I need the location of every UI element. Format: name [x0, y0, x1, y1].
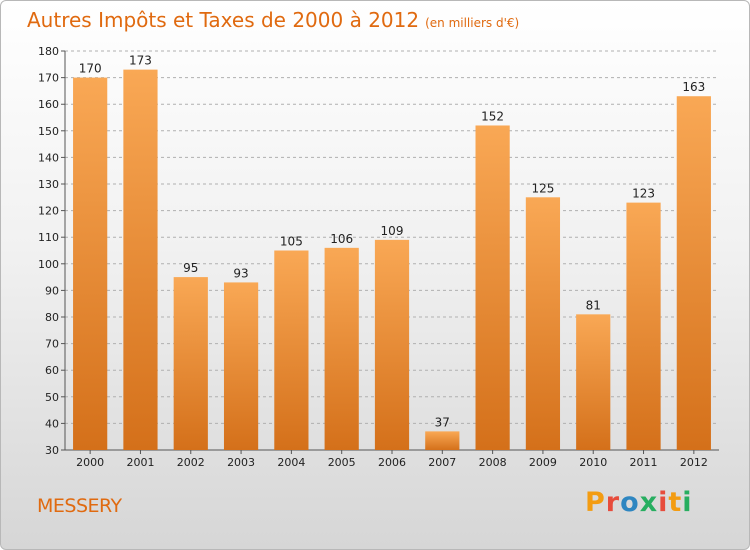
bar-2006: [374, 239, 410, 450]
data-label: 81: [586, 298, 601, 312]
y-tick-label: 70: [45, 338, 59, 351]
bar-2000: [73, 77, 108, 450]
data-label: 95: [183, 261, 198, 275]
bar-2011: [626, 202, 661, 450]
chart-title: Autres Impôts et Taxes de 2000 à 2012: [27, 8, 420, 32]
data-label: 163: [682, 80, 705, 94]
bar-2005: [324, 247, 359, 450]
data-label: 173: [129, 54, 152, 68]
y-tick-label: 80: [45, 311, 59, 324]
bar-2008: [475, 125, 510, 450]
data-label: 105: [280, 235, 303, 249]
data-label: 106: [330, 232, 353, 246]
logo-letter: r: [605, 487, 621, 518]
proxiti-logo: Proxiti: [585, 487, 693, 518]
y-tick-label: 140: [38, 151, 59, 164]
data-label: 152: [481, 109, 504, 123]
y-tick-label: 130: [38, 178, 59, 191]
bar-2004: [274, 250, 309, 450]
logo-letter: x: [639, 487, 659, 518]
bar-2007: [425, 431, 460, 450]
logo-letter: P: [585, 487, 606, 518]
x-tick-label: 2012: [680, 456, 708, 469]
y-tick-label: 60: [45, 364, 59, 377]
data-label: 37: [435, 415, 450, 429]
y-tick-label: 50: [45, 391, 59, 404]
data-label: 170: [79, 62, 102, 76]
logo-letter: i: [658, 487, 669, 518]
y-tick-label: 150: [38, 125, 59, 138]
y-tick-label: 160: [38, 98, 59, 111]
x-tick-label: 2010: [579, 456, 607, 469]
x-tick-label: 2002: [177, 456, 205, 469]
x-tick-label: 2006: [378, 456, 406, 469]
logo-letter: t: [668, 487, 683, 518]
data-label: 93: [233, 266, 248, 280]
bars: [73, 69, 711, 451]
x-tick-label: 2001: [126, 456, 154, 469]
x-tick-label: 2011: [630, 456, 658, 469]
logo-letter: o: [620, 487, 640, 518]
y-tick-label: 110: [38, 231, 59, 244]
bar-2001: [123, 69, 158, 451]
title-row: Autres Impôts et Taxes de 2000 à 2012 (en…: [27, 8, 519, 32]
x-tick-label: 2003: [227, 456, 255, 469]
y-tick-label: 100: [38, 258, 59, 271]
x-tick-label: 2007: [428, 456, 456, 469]
x-tick-label: 2005: [328, 456, 356, 469]
data-label: 125: [531, 181, 554, 195]
bar-2012: [676, 96, 711, 450]
y-tick-label: 90: [45, 284, 59, 297]
x-tick-label: 2009: [529, 456, 557, 469]
logo-letter: i: [682, 487, 693, 518]
y-tick-label: 120: [38, 205, 59, 218]
data-labels: 170 173 95 93 105 106 109 37 152 125 81 123 163: [79, 54, 706, 430]
y-tick-label: 180: [38, 45, 59, 58]
bar-2002: [173, 277, 208, 450]
x-tick-label: 2008: [479, 456, 507, 469]
y-tick-label: 170: [38, 72, 59, 85]
y-tick-label: 40: [45, 417, 59, 430]
y-tick-label: 30: [45, 444, 59, 457]
x-tick-label: 2004: [277, 456, 305, 469]
commune-name: MESSERY: [37, 495, 122, 517]
data-label: 123: [632, 187, 655, 201]
bar-2003: [223, 282, 259, 450]
bar-2010: [576, 314, 611, 450]
x-tick-label: 2000: [76, 456, 104, 469]
bar-2009: [525, 197, 561, 450]
unit-note: (en milliers d'€): [425, 16, 520, 30]
data-label: 109: [381, 224, 404, 238]
